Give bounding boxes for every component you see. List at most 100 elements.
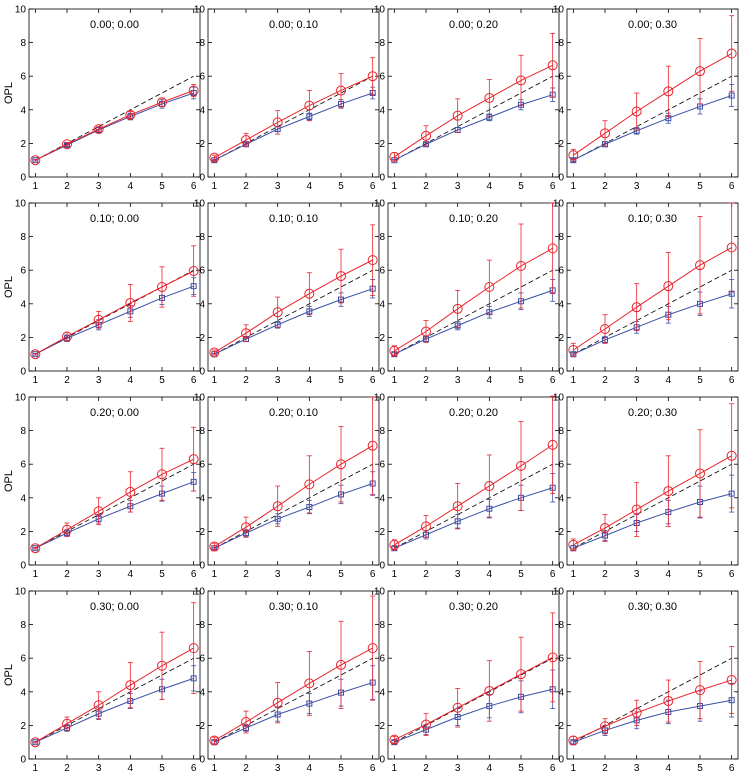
x-tick-label: 2 — [602, 181, 608, 192]
data-point — [547, 243, 558, 254]
panel-title: 0.20; 0.10 — [269, 407, 318, 419]
x-tick-label: 6 — [370, 569, 376, 580]
series-line — [394, 656, 553, 741]
y-tick-label: 6 — [379, 266, 385, 277]
x-tick-label: 3 — [455, 181, 461, 192]
series-line — [573, 699, 732, 743]
y-tick-label: 10 — [15, 587, 27, 598]
y-tick-label: 0 — [199, 561, 205, 572]
axes-box — [387, 396, 560, 566]
y-tick-label: 10 — [15, 199, 27, 210]
x-tick-label: 6 — [370, 375, 376, 386]
y-tick-label: 0 — [20, 755, 26, 766]
data-point — [516, 669, 526, 680]
panel-title: 0.30; 0.30 — [628, 601, 677, 613]
y-tick-label: 6 — [379, 72, 385, 83]
panel-title: 0.10; 0.00 — [90, 213, 139, 225]
x-tick-label: 6 — [550, 569, 556, 580]
y-tick-label: 0 — [199, 367, 205, 378]
axes-box — [28, 396, 201, 566]
y-tick-label: 8 — [558, 426, 564, 437]
x-tick-label: 5 — [518, 375, 524, 386]
series-line — [214, 288, 373, 355]
data-point — [516, 460, 526, 471]
reference-line — [394, 75, 553, 161]
x-tick-label: 2 — [243, 375, 249, 386]
series-line — [35, 90, 194, 161]
x-tick-label: 3 — [275, 181, 281, 192]
axes-box — [28, 202, 201, 372]
x-tick-label: 1 — [392, 763, 398, 774]
y-tick-label: 10 — [15, 5, 27, 16]
x-tick-label: 4 — [307, 181, 313, 192]
y-tick-label: 0 — [558, 367, 564, 378]
data-point — [631, 707, 642, 718]
x-tick-label: 1 — [212, 181, 218, 192]
data-point — [62, 524, 72, 535]
y-tick-label: 2 — [20, 527, 26, 538]
x-tick-label: 2 — [243, 763, 249, 774]
y-tick-label: 0 — [379, 561, 385, 572]
axes-box — [207, 590, 380, 760]
y-tick-label: 2 — [199, 333, 205, 344]
data-point — [336, 85, 346, 96]
data-point — [600, 721, 610, 732]
data-point — [93, 700, 104, 711]
y-tick-label: 2 — [20, 721, 26, 732]
x-tick-label: 3 — [96, 375, 102, 386]
x-tick-label: 2 — [423, 763, 429, 774]
reference-line — [573, 657, 732, 743]
series-line — [35, 677, 194, 743]
y-tick-label: 10 — [194, 199, 206, 210]
data-point — [93, 314, 104, 325]
x-tick-label: 4 — [487, 763, 493, 774]
data-point — [367, 643, 378, 654]
data-point — [484, 685, 495, 696]
data-point — [304, 288, 315, 299]
y-tick-label: 0 — [20, 173, 26, 184]
y-tick-label: 4 — [558, 493, 564, 504]
panel-5: 1 2 3 4 5 6 0 2 4 6 8 10 0.10; 0.00 OPL — [3, 199, 201, 386]
y-tick-label: 10 — [374, 393, 386, 404]
y-tick-label: 4 — [20, 105, 26, 116]
y-tick-label: 6 — [558, 654, 564, 665]
data-point — [272, 697, 283, 708]
y-tick-label: 2 — [379, 527, 385, 538]
y-tick-label: 2 — [558, 721, 564, 732]
y-tick-label: 4 — [199, 687, 205, 698]
y-tick-label: 10 — [15, 393, 27, 404]
y-tick-label: 6 — [558, 72, 564, 83]
y-tick-label: 6 — [558, 266, 564, 277]
data-point — [188, 454, 199, 465]
data-point — [726, 48, 737, 59]
y-tick-label: 10 — [553, 199, 565, 210]
data-point — [241, 522, 251, 533]
panel-title: 0.10; 0.10 — [269, 213, 318, 225]
series-line — [35, 481, 194, 549]
data-point — [726, 675, 737, 686]
y-tick-label: 0 — [558, 561, 564, 572]
x-tick-label: 2 — [602, 569, 608, 580]
x-tick-label: 3 — [275, 375, 281, 386]
panel-title: 0.10; 0.20 — [449, 213, 498, 225]
y-tick-label: 2 — [558, 527, 564, 538]
y-tick-label: 4 — [20, 687, 26, 698]
axes-box — [387, 202, 560, 372]
x-tick-label: 3 — [455, 569, 461, 580]
reference-line — [35, 75, 194, 161]
series-line — [394, 688, 553, 743]
reference-line — [214, 269, 373, 355]
panel-title: 0.30; 0.00 — [90, 601, 139, 613]
x-tick-label: 1 — [392, 569, 398, 580]
data-point — [421, 130, 431, 141]
data-point — [367, 255, 378, 266]
x-tick-label: 6 — [550, 181, 556, 192]
data-point — [728, 92, 735, 99]
y-tick-label: 6 — [20, 72, 26, 83]
